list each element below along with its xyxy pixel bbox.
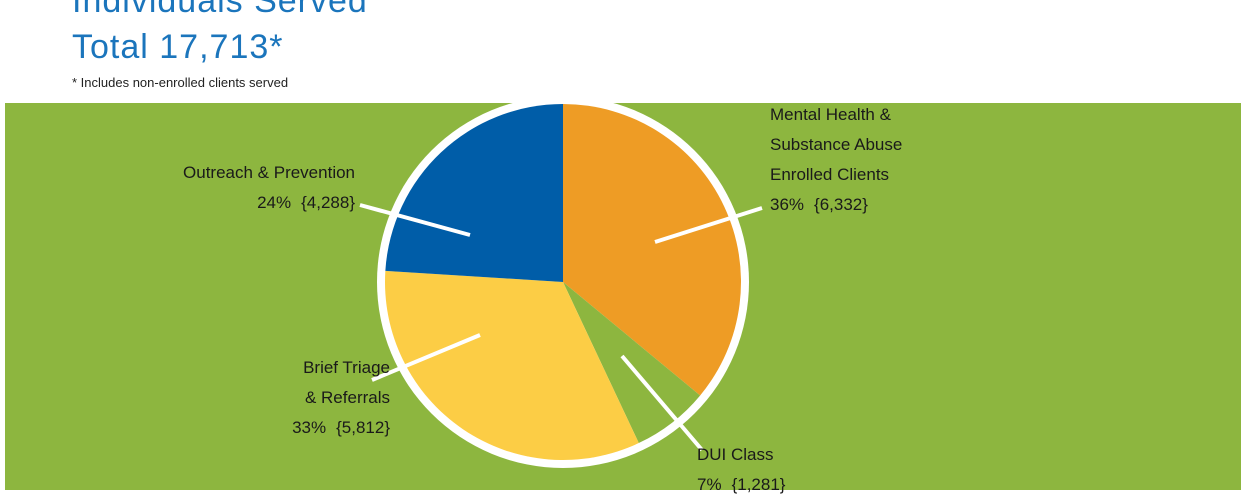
leader-line xyxy=(359,203,471,237)
value-label: 36% xyxy=(770,195,804,214)
leader-line xyxy=(620,354,704,452)
pie-slice xyxy=(563,104,742,396)
slice-label: Enrolled Clients xyxy=(770,165,889,184)
count-label: {1,281} xyxy=(732,475,786,494)
slice-label: Substance Abuse xyxy=(770,135,902,154)
pie-slice xyxy=(384,270,639,460)
count-label: {6,332} xyxy=(814,195,868,214)
slice-label: DUI Class xyxy=(697,445,774,464)
chart-subtitle: Total 17,713* xyxy=(72,28,284,66)
slice-label: Brief Triage xyxy=(303,358,390,377)
leader-line xyxy=(654,206,763,244)
value-label: 24% xyxy=(257,193,291,212)
count-label: {4,288} xyxy=(301,193,355,212)
value-label: 7% xyxy=(697,475,722,494)
slice-label: Mental Health & xyxy=(770,105,892,124)
value-label: 33% xyxy=(292,418,326,437)
pie-slice xyxy=(385,103,563,283)
count-label: {5,812} xyxy=(336,418,390,437)
slice-label: & Referrals xyxy=(305,388,390,407)
leader-line xyxy=(371,333,481,382)
footnote: * Includes non-enrolled clients served xyxy=(72,75,288,90)
slice-label: Outreach & Prevention xyxy=(183,163,355,182)
chart-title: Individuals Served xyxy=(72,0,368,20)
pie-slice xyxy=(563,282,701,444)
